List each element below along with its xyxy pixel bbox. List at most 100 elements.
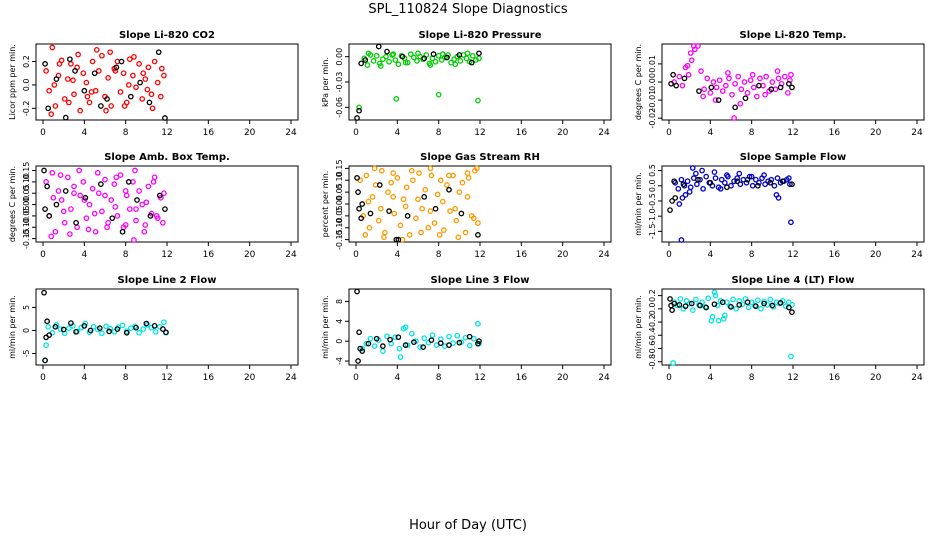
data-point [119,228,126,235]
data-point [775,75,782,82]
data-point [117,172,124,178]
data-point [756,179,762,186]
panel-title: Slope Line 2 Flow [118,275,217,286]
data-point [707,90,714,96]
data-point [42,206,48,212]
data-point [74,224,80,231]
data-point [670,71,676,78]
data-point [685,71,692,78]
data-point [719,299,726,306]
data-point [44,318,50,325]
data-point [474,165,480,172]
data-point [154,79,161,86]
y-tick-label: 0.10 [335,171,344,189]
data-point [119,322,126,329]
data-point [57,172,64,178]
x-tick-label: 16 [516,373,528,383]
data-point [382,229,388,236]
x-tick-label: 20 [244,128,256,138]
data-point [752,303,759,310]
data-point [393,236,400,243]
y-tick-label: -0.02 [648,108,657,129]
y-tick-label: 0.0 [648,179,657,192]
data-point [687,50,694,56]
data-point [365,340,372,347]
data-point [133,217,139,224]
y-tick-label: -0.5 [648,193,657,209]
data-point [418,229,424,236]
data-point [456,189,463,195]
x-tick-label: 12 [161,250,172,260]
data-point [736,302,743,308]
data-point [362,232,369,238]
data-point [94,169,101,176]
data-point [56,61,63,67]
data-point [764,302,771,308]
data-point [404,59,411,66]
y-tick-label: 5 [22,305,31,310]
data-point [98,181,104,187]
data-point [742,95,749,102]
data-point [744,176,751,183]
data-point [712,175,719,182]
data-point [71,183,77,190]
panel-7: Slope Line 2 Flow 0 4 8 12 16 20 24 -5 0 5 ml/min p… [8,275,299,383]
data-point [678,237,685,243]
data-point [131,237,137,243]
data-point [68,320,74,326]
data-point [446,333,452,340]
data-point [132,167,138,174]
panel-5: Slope Gas Stream RH 0 4 8 12 16 20 24 -0.15-0.10… [321,152,612,260]
data-point [145,64,152,71]
data-point [161,190,167,197]
data-point [689,307,696,313]
data-point [133,206,139,212]
data-point [89,58,96,65]
data-point [83,215,90,222]
data-point [141,228,148,235]
data-point [46,213,53,219]
data-point [73,219,79,226]
data-point [143,320,150,327]
data-point [146,99,153,106]
data-point [456,52,463,58]
data-point [427,62,434,68]
data-point [108,103,115,109]
data-point [397,222,404,229]
y-tick-label: -0.15 [22,228,31,249]
data-point [91,210,98,217]
data-point [463,55,470,62]
data-point [756,82,762,89]
x-tick-label: 16 [829,128,841,138]
data-point [715,97,722,103]
data-point [755,297,761,304]
series-slope [670,289,795,366]
y-tick-label: 0.5 [648,164,657,177]
data-point [122,222,129,228]
plot-frame [348,165,612,243]
data-point [407,51,414,57]
data-point [49,44,56,51]
data-point [737,181,744,188]
data-point [444,54,450,61]
panel-title: Slope Li-820 CO2 [119,30,215,41]
x-tick-label: 16 [829,250,841,260]
data-point [745,304,752,311]
data-point [786,80,792,87]
y-tick-label: 0.2 [22,55,31,68]
data-point [681,75,688,82]
data-point [464,50,471,57]
data-point [92,228,99,235]
data-point [114,213,121,219]
data-point [354,175,360,181]
data-point [679,195,686,201]
data-point [82,194,89,201]
data-point [77,107,84,114]
data-point [137,79,143,86]
data-point [757,75,763,82]
data-point [142,76,149,82]
data-point [139,201,146,208]
x-tick-label: 4 [394,250,400,260]
data-point [768,176,775,183]
x-tick-label: 0 [353,373,359,383]
